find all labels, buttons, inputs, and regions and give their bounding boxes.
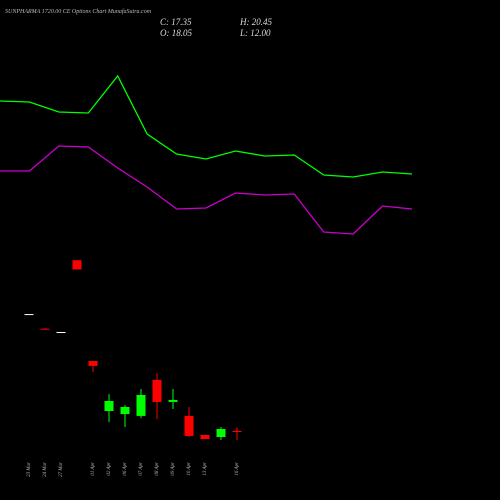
candle-body <box>168 399 178 402</box>
indicator-line <box>0 74 413 178</box>
x-tick-label: 07 Apr <box>139 462 144 476</box>
candle-body <box>152 379 162 402</box>
candle-body <box>184 415 194 436</box>
candle-body <box>136 395 146 416</box>
x-tick-label: 09 Apr <box>171 462 176 476</box>
x-tick-label: 16 Apr <box>235 462 240 476</box>
candle-body <box>40 328 50 330</box>
ohlc-close: C: 17.35 <box>160 17 192 27</box>
indicator-line <box>0 145 413 235</box>
candle-body <box>232 430 242 432</box>
ohlc-open: O: 18.05 <box>160 28 192 38</box>
ohlc-low: L: 12.00 <box>239 28 271 38</box>
x-tick-label: 06 Apr <box>123 462 128 476</box>
x-tick-label: 08 Apr <box>155 462 160 476</box>
candle-body <box>88 361 98 366</box>
candle-body <box>72 260 82 270</box>
candle-body <box>216 429 226 437</box>
x-tick-label: 10 Apr <box>187 462 192 476</box>
candle-body <box>200 435 210 439</box>
ohlc-high: H: 20.45 <box>239 17 272 27</box>
candle-body <box>56 332 66 333</box>
x-tick-label: 02 Apr <box>107 462 112 476</box>
x-tick-label: 27 Mar <box>59 462 64 477</box>
x-tick-label: 01 Apr <box>91 462 96 476</box>
candle-body <box>24 314 34 316</box>
x-tick-label: 24 Mar <box>43 462 48 477</box>
chart-title: SUNPHARMA 1720.00 CE Options Chart Munaf… <box>5 8 152 15</box>
x-tick-label: 23 Mar <box>27 462 32 477</box>
x-tick-label: 13 Apr <box>203 462 208 476</box>
candle-body <box>120 407 130 415</box>
candle-body <box>104 401 114 411</box>
